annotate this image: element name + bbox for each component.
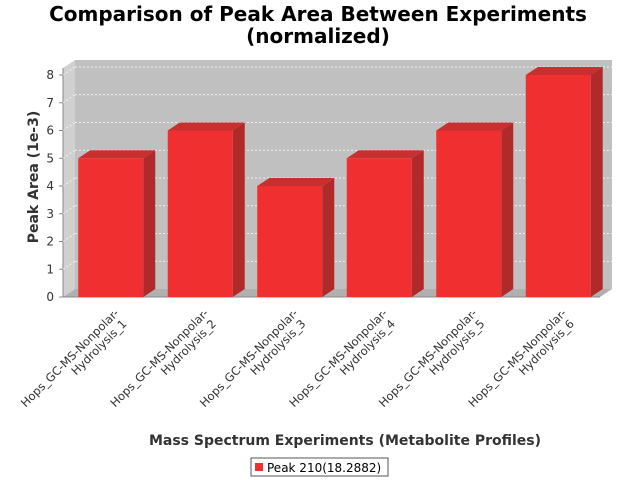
y-tick-label: 5 [46, 151, 54, 165]
bar [78, 150, 156, 297]
gridline-side [62, 122, 76, 131]
bars [78, 67, 603, 297]
bar-top [346, 150, 424, 159]
legend-box [250, 457, 389, 477]
bar-top [525, 67, 603, 75]
bar-front [78, 158, 144, 297]
bar-front [257, 186, 323, 297]
bar [167, 122, 245, 297]
gridline-side [62, 260, 76, 270]
bar-side [322, 178, 335, 297]
gridline-side [62, 66, 76, 76]
gridline-side [62, 205, 76, 215]
bar-side [590, 67, 603, 297]
legend: Peak 210(18.2882) [250, 457, 389, 477]
bar-top [257, 178, 335, 186]
y-axis-label: Peak Area (1e-3) [26, 111, 42, 244]
gridline-side [62, 94, 76, 104]
chart-title: Comparison of Peak Area Between Experime… [49, 2, 587, 48]
bar [346, 150, 424, 297]
y-tick-label: 6 [46, 124, 54, 138]
gridline-side [62, 149, 76, 159]
bar [257, 178, 335, 297]
chart-title-line-1: Comparison of Peak Area Between Experime… [49, 2, 587, 26]
category-label-line: Hops_GC-MS-Nonpolar- [18, 306, 122, 410]
y-axis-ticks: 0 1 2 3 4 5 6 7 8 [46, 68, 63, 304]
bar-side [232, 122, 245, 297]
bar-top [78, 150, 156, 159]
y-tick-label: 0 [46, 290, 54, 304]
gridlines [62, 66, 612, 270]
y-tick-label: 2 [46, 235, 54, 249]
bar-front [436, 130, 502, 297]
y-tick-label: 8 [46, 68, 54, 82]
y-tick-label: 1 [46, 262, 54, 276]
chart-title-line-2: (normalized) [246, 24, 390, 48]
x-axis-categories: Hops_GC-MS-Nonpolar-Hydrolysis_1Hops_GC-… [18, 306, 577, 410]
x-axis-label: Mass Spectrum Experiments (Metabolite Pr… [149, 433, 541, 449]
bar-front [525, 75, 591, 297]
bar [525, 67, 603, 297]
bar-front [167, 130, 233, 297]
y-tick-label: 7 [46, 96, 54, 110]
bar-side [501, 122, 514, 297]
bar-side [143, 150, 156, 297]
bar-side [411, 150, 424, 297]
y-tick-label: 4 [46, 179, 54, 193]
gridline-side [62, 233, 76, 242]
bar-top [167, 122, 245, 131]
plot-side-wall [63, 60, 75, 297]
legend-swatch [255, 463, 263, 471]
bar [436, 122, 514, 297]
legend-label: Peak 210(18.2882) [267, 461, 381, 475]
bar-top [436, 122, 514, 131]
bar-front [346, 158, 412, 297]
gridline-side [62, 177, 76, 187]
y-tick-label: 3 [46, 207, 54, 221]
